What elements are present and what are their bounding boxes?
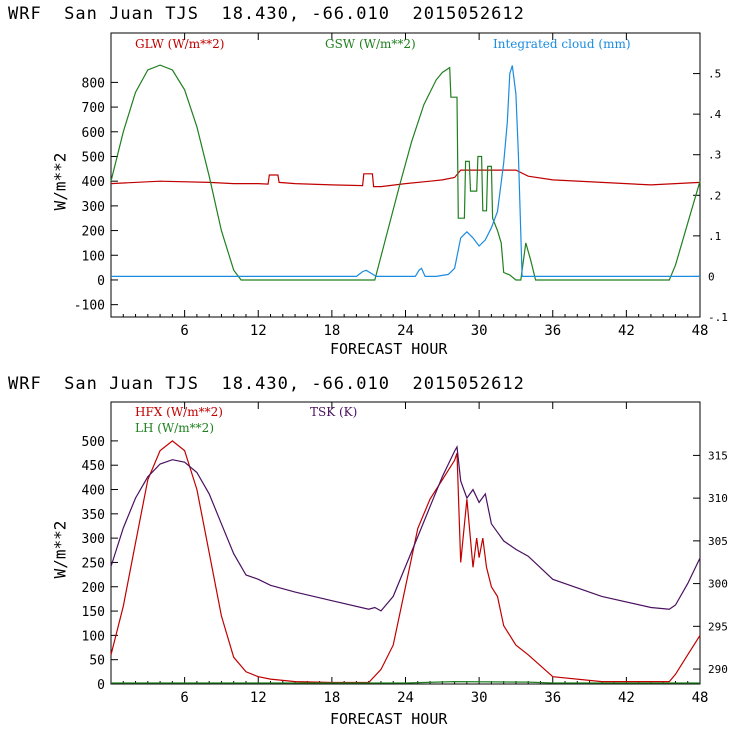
y-tick-label: 350: [82, 508, 105, 523]
top-x-axis-label: FORECAST HOUR: [330, 340, 448, 358]
y2-tick-label: .1: [708, 230, 721, 243]
y-tick-label: 300: [82, 200, 105, 215]
y-tick-label: 450: [82, 459, 105, 474]
x-tick-label: 42: [618, 690, 635, 706]
plot-frame: [110, 401, 701, 685]
series-line-hfx: [110, 440, 701, 684]
bottom-x-axis-label: FORECAST HOUR: [330, 710, 448, 728]
legend-entry: TSK (K): [310, 405, 357, 419]
y2-tick-label: 315: [708, 449, 728, 462]
x-tick-label: 36: [544, 323, 561, 339]
legend-entry: GLW (W/m**2): [135, 37, 224, 51]
y2-tick-label: .2: [708, 189, 721, 202]
y-tick-label: 200: [82, 581, 105, 596]
y2-tick-label: .3: [708, 149, 721, 162]
legend-entry: GSW (W/m**2): [325, 37, 416, 51]
y-tick-label: 100: [82, 629, 105, 644]
x-tick-label: 24: [397, 323, 414, 339]
y-tick-label: 500: [82, 150, 105, 165]
y-tick-label: 400: [82, 175, 105, 190]
x-tick-label: 48: [692, 690, 709, 706]
x-tick-label: 30: [471, 690, 488, 706]
legend-entry: HFX (W/m**2): [135, 405, 223, 419]
top-chart-title: WRF San Juan TJS 18.430, -66.010 2015052…: [8, 4, 525, 24]
legend-entry: Integrated cloud (mm): [493, 37, 631, 51]
y-tick-label: 250: [82, 556, 105, 571]
bottom-chart-title: WRF San Juan TJS 18.430, -66.010 2015052…: [8, 374, 525, 394]
y2-tick-label: 290: [708, 663, 728, 676]
legend-entry: LH (W/m**2): [135, 421, 214, 435]
x-tick-label: 6: [180, 323, 188, 339]
x-tick-label: 48: [692, 323, 709, 339]
x-tick-label: 30: [471, 323, 488, 339]
y-tick-label: 800: [82, 76, 105, 91]
x-tick-label: 6: [180, 690, 188, 706]
y-tick-label: -100: [74, 299, 105, 314]
y-tick-label: 100: [82, 249, 105, 264]
series-line-glw: [110, 169, 701, 188]
y2-tick-label: .5: [708, 68, 721, 81]
x-tick-label: 42: [618, 323, 635, 339]
top-chart: 6 12 18 24 30 36 42 48 -100 0 100 200 300 400 500 600 70…: [74, 32, 728, 339]
y-tick-label: 400: [82, 484, 105, 499]
y2-tick-label: 295: [708, 620, 728, 633]
series-line-tsk: [110, 444, 701, 612]
y-tick-label: 0: [97, 678, 105, 693]
y2-tick-label: -.1: [708, 311, 728, 324]
series-line-gsw: [110, 64, 701, 281]
y2-tick-label: 305: [708, 535, 728, 548]
y-tick-label: 0: [97, 274, 105, 289]
series-line-lh: [111, 680, 700, 684]
y-tick-label: 150: [82, 605, 105, 620]
series-line-integrated: [111, 65, 700, 277]
y2-tick-label: 0: [708, 270, 715, 283]
x-tick-label: 18: [323, 690, 340, 706]
y-tick-label: 500: [82, 435, 105, 450]
y2-tick-label: 300: [708, 578, 728, 591]
x-tick-label: 36: [544, 690, 561, 706]
x-tick-label: 12: [250, 690, 267, 706]
x-tick-label: 12: [250, 323, 267, 339]
y-tick-label: 50: [89, 654, 105, 669]
y-tick-label: 300: [82, 532, 105, 547]
bottom-chart: 6 12 18 24 30 36 42 48 0 50 100 150 200 250 300 350 400 4…: [82, 401, 728, 706]
y2-tick-label: 310: [708, 492, 728, 505]
plot-frame: [110, 32, 701, 318]
y2-tick-label: .4: [708, 108, 722, 121]
y-tick-label: 200: [82, 225, 105, 240]
y-tick-label: 700: [82, 101, 105, 116]
x-tick-label: 24: [397, 690, 414, 706]
y-tick-label: 600: [82, 126, 105, 141]
x-tick-label: 18: [323, 323, 340, 339]
